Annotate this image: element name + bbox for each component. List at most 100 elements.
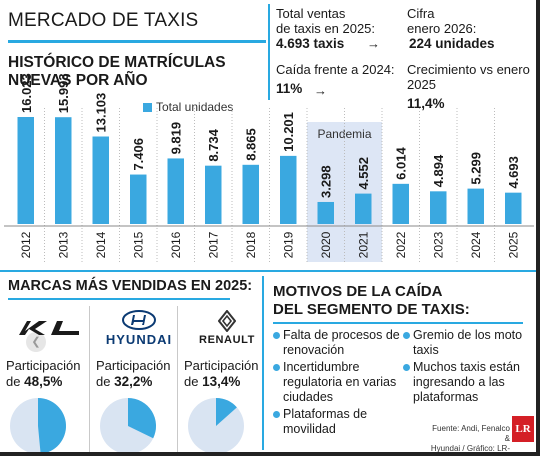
stat-figure-label-1: Cifra xyxy=(407,6,435,21)
reasons-heading: MOTIVOS DE LA CAÍDA DEL SEGMENTO DE TAXI… xyxy=(273,283,470,319)
stat-drop: Caída frente a 2024: 11% xyxy=(276,62,395,96)
stat-drop-value: 11% xyxy=(276,81,303,96)
x-tick-label: 2013 xyxy=(56,231,70,258)
bar xyxy=(130,174,147,224)
reasons-heading-rule xyxy=(273,322,523,324)
chart-heading-line-2: NUEVAS POR AÑO xyxy=(8,72,148,89)
hyundai-wordmark: HYUNDAI xyxy=(105,331,173,347)
hyundai-logo: HYUNDAI xyxy=(96,306,182,350)
reasons-heading-line-2: DEL SEGMENTO DE TAXIS: xyxy=(273,301,470,318)
list-item: Gremio de los moto taxis xyxy=(403,328,535,358)
bar xyxy=(167,158,184,224)
bullet-icon xyxy=(273,364,280,371)
data-label: 8.734 xyxy=(206,128,221,161)
data-label: 16.023 xyxy=(19,73,34,113)
stat-drop-label: Caída frente a 2024: xyxy=(276,62,395,77)
brand-share-pie xyxy=(10,398,67,454)
bullet-icon xyxy=(403,364,410,371)
brands-heading: MARCAS MÁS VENDIDAS EN 2025: xyxy=(8,278,253,294)
bar xyxy=(430,191,447,224)
x-tick-label: 2023 xyxy=(431,231,445,258)
brand-card-renault: RENAULT Participación de 13,4% xyxy=(184,306,270,456)
hyundai-logo-icon xyxy=(122,309,156,330)
stat-sales-label-1: Total ventas xyxy=(276,6,346,21)
pandemic-label: Pandemia xyxy=(317,127,371,141)
brand-share-value: 32,2% xyxy=(114,374,153,389)
legend-swatch xyxy=(143,102,152,112)
x-tick-label: 2025 xyxy=(506,231,520,258)
list-item: Falta de procesos de renovación xyxy=(273,328,401,358)
bullet-icon xyxy=(403,332,410,339)
pie-slice xyxy=(38,398,67,454)
stats-divider xyxy=(268,4,270,100)
stat-growth-value: 11,4% xyxy=(407,96,445,111)
brand-share-prefix: de xyxy=(96,374,115,389)
list-item: Plataformas de movilidad xyxy=(273,407,401,437)
title-underline xyxy=(8,40,266,43)
carousel-prev-button[interactable]: ❮ xyxy=(26,332,46,352)
frame-border xyxy=(536,0,540,456)
page-title: MERCADO DE TAXIS xyxy=(8,10,199,31)
brand-share-text: Participación de 48,5% xyxy=(6,358,92,390)
bar xyxy=(92,136,109,224)
frame-border xyxy=(0,452,540,456)
x-tick-label: 2019 xyxy=(281,231,295,258)
data-label: 15.993 xyxy=(56,73,71,113)
stat-sales-value: 4.693 taxis xyxy=(276,36,345,51)
x-tick-label: 2015 xyxy=(131,231,145,258)
brand-card-kia: Participación de 48,5% xyxy=(6,306,92,456)
x-tick-label: 2016 xyxy=(169,231,183,258)
reasons-list-right: Gremio de los moto taxis Muchos taxis es… xyxy=(403,328,535,407)
chart-legend: Total unidades xyxy=(143,100,233,114)
list-item: Muchos taxis están ingresando a las plataf… xyxy=(403,360,535,405)
data-label: 4.552 xyxy=(356,157,371,190)
x-tick-label: 2022 xyxy=(394,231,408,258)
data-label: 9.819 xyxy=(169,122,184,155)
x-tick-label: 2018 xyxy=(244,231,258,258)
stat-sales: Total ventas de taxis en 2025: 4.693 tax… xyxy=(276,6,375,51)
x-tick-label: 2012 xyxy=(19,231,33,258)
brand-share-pie xyxy=(100,398,156,454)
brand-share-label: Participación xyxy=(96,358,171,373)
x-tick-label: 2021 xyxy=(356,231,370,258)
bar-chart: Pandemia 2012 2013 2014 2015 2016 2017 2018 2019… xyxy=(4,73,534,262)
pie-slice xyxy=(216,398,237,426)
column-separator xyxy=(89,306,90,452)
stat-figure-value: 224 unidades xyxy=(409,36,495,51)
brand-share-prefix: de xyxy=(6,374,25,389)
bar xyxy=(355,193,372,224)
renault-wordmark: RENAULT xyxy=(199,334,255,346)
bar xyxy=(280,155,297,224)
x-tick-label: 2017 xyxy=(206,231,220,258)
bar xyxy=(505,192,522,224)
bar xyxy=(467,188,484,224)
brand-card-hyundai: HYUNDAI Participación de 32,2% xyxy=(96,306,182,456)
stat-growth: Crecimiento vs enero 2025 11,4% xyxy=(407,62,540,111)
data-label: 13.103 xyxy=(94,93,109,133)
data-label: 3.298 xyxy=(319,165,334,198)
arrow-icon: → xyxy=(367,36,380,51)
lr-logo: LR xyxy=(512,416,534,442)
brand-share-text: Participación de 32,2% xyxy=(96,358,182,390)
reasons-list-left: Falta de procesos de renovación Incertidu… xyxy=(273,328,401,439)
stat-growth-label: Crecimiento vs enero 2025 xyxy=(407,62,530,92)
x-tick-label: 2014 xyxy=(94,231,108,258)
data-label: 10.201 xyxy=(281,112,296,152)
data-label: 5.299 xyxy=(469,152,484,185)
chart-heading-line-1: HISTÓRICO DE MATRÍCULAS xyxy=(8,54,226,71)
stat-figure-label-2: enero 2026: xyxy=(407,21,477,36)
bar xyxy=(55,117,72,224)
brand-share-value: 48,5% xyxy=(24,374,63,389)
bullet-icon xyxy=(273,411,280,418)
reasons-heading-line-1: MOTIVOS DE LA CAÍDA xyxy=(273,283,443,300)
chart-heading: HISTÓRICO DE MATRÍCULAS NUEVAS POR AÑO xyxy=(8,54,226,90)
pie-slice xyxy=(128,398,156,439)
data-label: 7.406 xyxy=(131,138,146,171)
stat-figure: Cifra enero 2026: 224 unidades xyxy=(407,6,495,51)
brand-share-pie xyxy=(188,398,244,454)
renault-logo: RENAULT xyxy=(184,306,270,350)
bar xyxy=(205,165,222,224)
stat-sales-label-2: de taxis en 2025: xyxy=(276,21,376,36)
brand-share-label: Participación xyxy=(184,358,259,373)
brand-share-text: Participación de 13,4% xyxy=(184,358,270,390)
